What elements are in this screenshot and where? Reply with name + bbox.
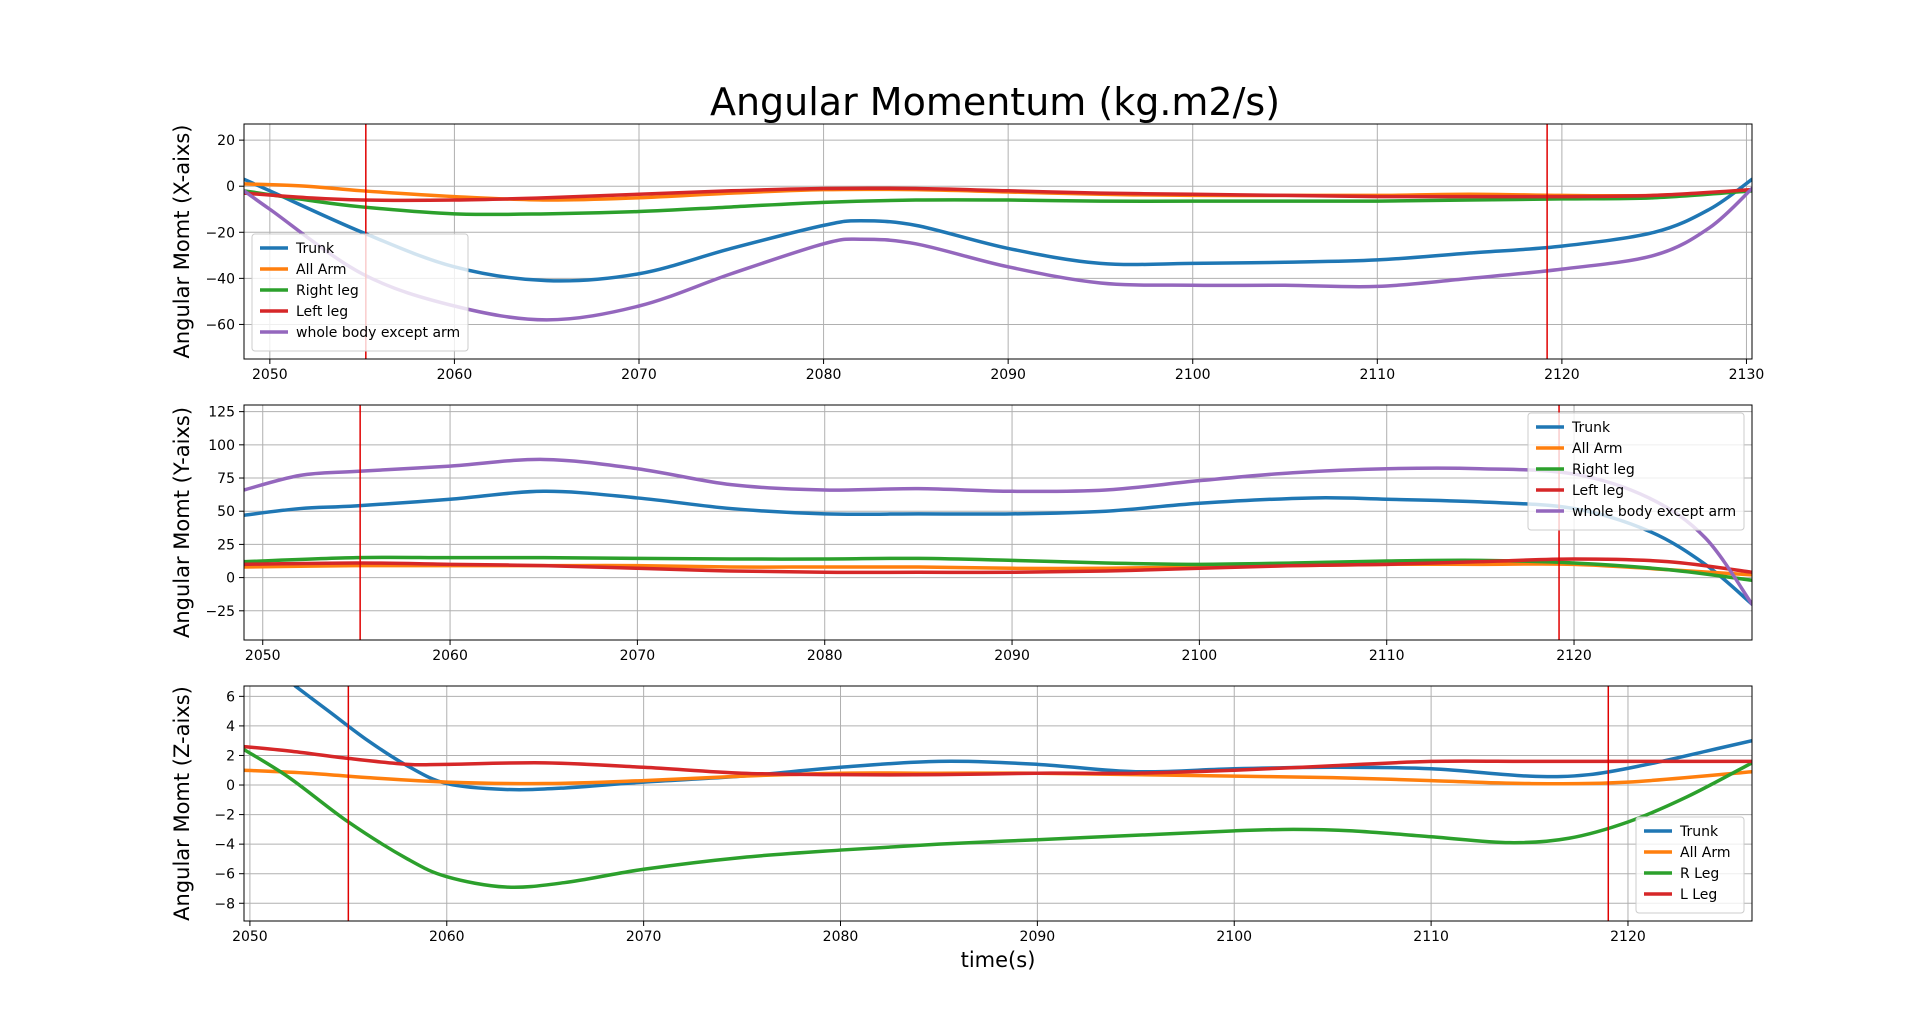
x-axis-label: time(s): [961, 948, 1036, 972]
series-line-3: [244, 747, 1752, 889]
series-line-1: [293, 686, 1752, 792]
y-tick-label: 6: [226, 689, 235, 705]
x-tick-label: 2120: [1556, 648, 1592, 664]
axes-frame: [243, 404, 1753, 641]
legend-entry: R Leg: [1680, 866, 1719, 882]
y-tick-label: −6: [214, 867, 235, 883]
series-line-1: [244, 489, 1752, 606]
y-tick-label: −20: [205, 225, 235, 241]
axes-frame: [243, 685, 1753, 922]
x-tick-label: 2130: [1729, 367, 1765, 383]
x-tick-label: 2070: [620, 648, 656, 664]
y-tick-label: −2: [214, 808, 235, 824]
y-tick-label: −4: [214, 837, 235, 853]
legend-entry: whole body except arm: [296, 325, 460, 341]
x-tick-label: 2070: [621, 367, 657, 383]
series-line-4: [244, 744, 1752, 777]
axes-frame: [243, 123, 1753, 360]
y-tick-label: −60: [205, 317, 235, 333]
x-tick-label: 2120: [1610, 929, 1646, 945]
legend-entry: All Arm: [296, 262, 347, 278]
legend-entry: Trunk: [295, 241, 335, 257]
x-tick-label: 2060: [429, 929, 465, 945]
x-tick-label: 2080: [823, 929, 859, 945]
subplot-2: 2050 2060 2070 2080 2090 2100 2110 2120 125 100 75…: [170, 404, 1753, 664]
y-tick-label: 2: [226, 748, 235, 764]
legend-entry: Left leg: [296, 304, 348, 320]
figure-title: Angular Momentum (kg.m2/s): [710, 80, 1280, 124]
y-tick-label: 25: [217, 537, 235, 553]
legend: Trunk All Arm Right leg Left leg whole body …: [251, 233, 469, 352]
y-tick-label: −8: [214, 896, 235, 912]
legend-entry: All Arm: [1680, 845, 1731, 861]
y-tick-label: −40: [205, 271, 235, 287]
y-tick-label: 100: [208, 438, 235, 454]
x-tick-label: 2050: [252, 367, 288, 383]
y-tick-label: 0: [226, 179, 235, 195]
y-tick-label: 20: [217, 133, 235, 149]
legend: Trunk All Arm R Leg L Leg: [1635, 816, 1745, 914]
x-tick-label: 2050: [232, 929, 268, 945]
legend-entry: whole body except arm: [1572, 504, 1736, 520]
legend-box: [1635, 816, 1745, 914]
x-tick-label: 2120: [1544, 367, 1580, 383]
y-axis-label: Angular Momt (Y-aixs): [170, 407, 194, 638]
legend-entry: Left leg: [1572, 483, 1624, 499]
x-tick-label: 2110: [1359, 367, 1395, 383]
legend-entry: Right leg: [1572, 462, 1635, 478]
y-tick-label: 4: [226, 719, 235, 735]
subplot-3: 2050 2060 2070 2080 2090 2100 2110 2120 6 4 2 0 −2 −4…: [170, 685, 1753, 972]
x-tick-label: 2100: [1175, 367, 1211, 383]
y-tick-label: 125: [208, 405, 235, 421]
x-tick-label: 2090: [1020, 929, 1056, 945]
series-lines: [244, 686, 1752, 889]
series-line-5: [244, 186, 1752, 322]
x-tick-label: 2080: [806, 367, 842, 383]
subplot-panels: 2050 2060 2070 2080 2090 2100 2110 2120 2130200−…: [170, 123, 1765, 972]
x-tick-label: 2050: [245, 648, 281, 664]
x-tick-label: 2070: [626, 929, 662, 945]
x-tick-label: 2100: [1216, 929, 1252, 945]
x-tick-label: 2110: [1369, 648, 1405, 664]
series-line-5: [244, 457, 1752, 606]
legend-entry: Right leg: [296, 283, 359, 299]
y-axis-label: Angular Momt (Z-aixs): [170, 686, 194, 921]
x-tick-label: 2090: [990, 367, 1026, 383]
y-tick-label: 50: [217, 504, 235, 520]
x-tick-label: 2110: [1413, 929, 1449, 945]
y-tick-label: −25: [205, 604, 235, 620]
y-tick-label: 0: [226, 778, 235, 794]
legend-entry: All Arm: [1572, 441, 1623, 457]
x-tick-label: 2080: [807, 648, 843, 664]
y-tick-label: 75: [217, 471, 235, 487]
x-tick-label: 2060: [432, 648, 468, 664]
y-tick-label: 0: [226, 571, 235, 587]
legend-box: [1527, 412, 1745, 531]
series-line-4: [244, 557, 1752, 575]
series-line-4: [244, 186, 1752, 203]
x-tick-label: 2060: [437, 367, 473, 383]
series-lines: [244, 457, 1752, 606]
legend-box: [251, 233, 469, 352]
legend-entry: Trunk: [1679, 824, 1719, 840]
x-tick-label: 2090: [994, 648, 1030, 664]
subplot-1: 2050 2060 2070 2080 2090 2100 2110 2120 2130 20 0 −…: [170, 123, 1765, 383]
legend-entry: L Leg: [1680, 887, 1717, 903]
legend-entry: Trunk: [1571, 420, 1611, 436]
series-lines: [244, 177, 1752, 322]
y-axis-label: Angular Momt (X-aixs): [170, 124, 194, 358]
legend: Trunk All Arm Right leg Left leg whole body …: [1527, 412, 1745, 531]
x-tick-label: 2100: [1182, 648, 1218, 664]
series-line-3: [244, 189, 1752, 217]
